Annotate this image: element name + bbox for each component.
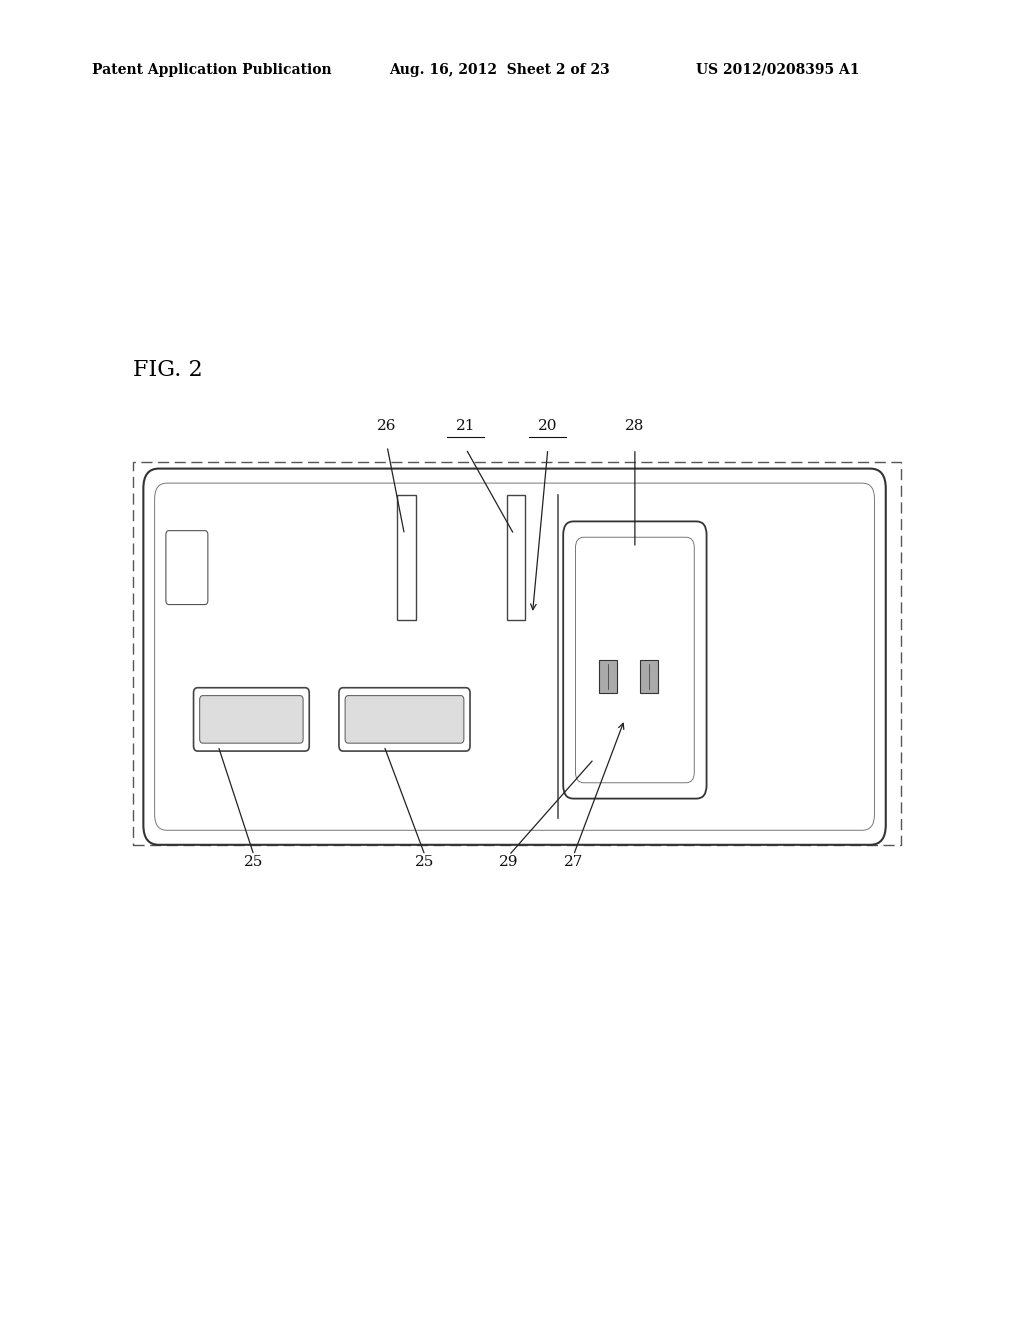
Text: 29: 29 bbox=[499, 854, 519, 869]
Bar bbox=[599, 660, 617, 693]
Text: Aug. 16, 2012  Sheet 2 of 23: Aug. 16, 2012 Sheet 2 of 23 bbox=[389, 63, 610, 77]
FancyBboxPatch shape bbox=[200, 696, 303, 743]
Text: FIG. 2: FIG. 2 bbox=[133, 359, 203, 380]
Bar bbox=[507, 495, 525, 620]
Text: Patent Application Publication: Patent Application Publication bbox=[92, 63, 332, 77]
Text: 25: 25 bbox=[416, 854, 434, 869]
Text: 21: 21 bbox=[456, 418, 476, 433]
Text: US 2012/0208395 A1: US 2012/0208395 A1 bbox=[696, 63, 860, 77]
Text: 20: 20 bbox=[538, 418, 558, 433]
FancyBboxPatch shape bbox=[345, 696, 464, 743]
Text: 27: 27 bbox=[564, 854, 583, 869]
Text: 28: 28 bbox=[626, 418, 644, 433]
Text: 25: 25 bbox=[245, 854, 263, 869]
Text: 26: 26 bbox=[377, 418, 397, 433]
Bar bbox=[397, 495, 416, 620]
Bar bbox=[640, 660, 658, 693]
